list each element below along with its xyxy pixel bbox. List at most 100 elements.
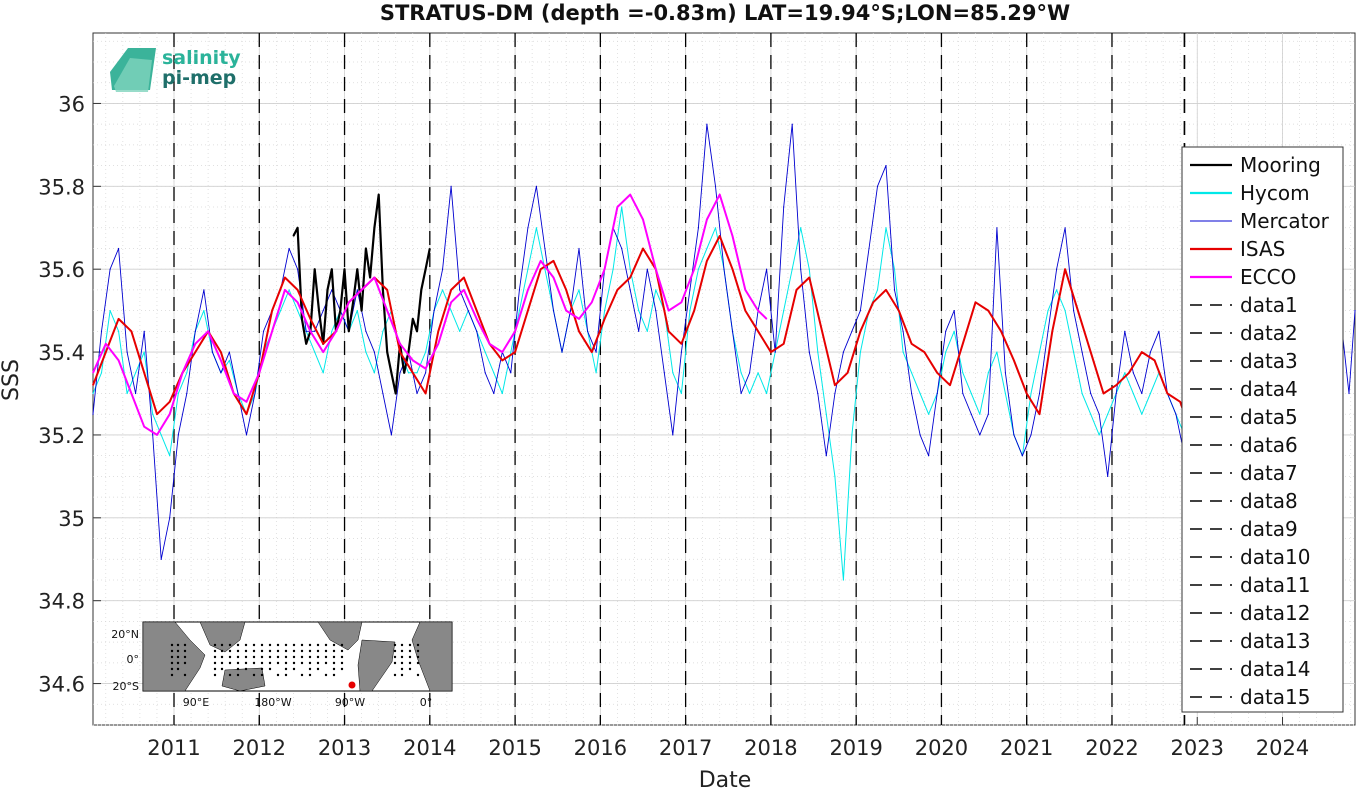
data-point (655, 289, 657, 291)
data-point (143, 426, 145, 428)
data-point (92, 384, 94, 386)
buoy-dot (183, 655, 187, 659)
data-point (616, 289, 619, 291)
data-point (211, 351, 213, 353)
legend-label: data3 (1240, 349, 1298, 373)
data-point (1026, 392, 1028, 395)
data-point (928, 413, 930, 415)
data-point (1098, 434, 1100, 436)
data-point (527, 268, 529, 270)
buoy-dot (340, 649, 344, 653)
data-point (318, 310, 320, 312)
data-point (416, 330, 418, 332)
data-point (668, 310, 670, 312)
data-point (876, 289, 879, 291)
data-point (326, 289, 329, 291)
data-point (284, 276, 286, 279)
buoy-dot (236, 655, 240, 659)
data-point (1077, 310, 1079, 312)
data-point (118, 359, 120, 361)
data-point (126, 392, 128, 395)
data-point (706, 123, 708, 125)
data-point (450, 301, 452, 303)
data-point (416, 372, 418, 374)
data-point (373, 372, 375, 374)
data-point (126, 351, 128, 353)
buoy-dot (408, 649, 412, 653)
data-point (361, 289, 363, 291)
data-point (194, 330, 196, 332)
data-point (356, 310, 358, 312)
series-lines (92, 123, 1356, 581)
buoy-dot (316, 649, 320, 653)
buoy-dot (393, 649, 397, 653)
y-tick-label: 35.6 (38, 258, 85, 282)
data-point (565, 310, 567, 312)
data-point (693, 310, 695, 312)
buoy-dot (183, 649, 187, 653)
data-point (1107, 475, 1109, 477)
data-point (203, 310, 205, 312)
data-point (731, 330, 734, 332)
buoy-dot (176, 649, 180, 653)
data-point (305, 343, 307, 345)
data-point (181, 372, 184, 374)
chart-title: STRATUS-DM (depth =-0.83m) LAT=19.94°S;L… (380, 1, 1070, 25)
data-point (203, 289, 205, 291)
data-point (604, 310, 606, 312)
data-point (1021, 455, 1024, 457)
data-point (245, 434, 248, 436)
legend-label: data14 (1240, 657, 1311, 681)
buoy-dot (292, 643, 296, 647)
data-point (143, 351, 145, 353)
buoy-dot (170, 655, 174, 659)
mooring-location-marker (348, 681, 356, 689)
buoy-dot (268, 643, 272, 647)
buoy-dot (324, 649, 328, 653)
data-point (697, 227, 700, 229)
buoy-dot (308, 643, 312, 647)
data-point (800, 227, 802, 229)
buoy-dot (284, 667, 288, 671)
data-point (425, 268, 427, 270)
buoy-dot (228, 673, 232, 677)
buoy-dot (220, 667, 224, 671)
data-point (339, 310, 341, 312)
buoy-dot (316, 667, 320, 671)
buoy-dot (324, 643, 328, 647)
data-point (587, 330, 589, 332)
data-point (403, 372, 405, 374)
buoy-dots (170, 643, 420, 677)
y-axis-label: SSS (0, 359, 24, 401)
buoy-dot (416, 643, 420, 647)
data-point (177, 392, 179, 395)
data-point (143, 330, 145, 332)
data-point (847, 372, 849, 374)
data-point (386, 310, 388, 312)
data-point (322, 351, 324, 353)
data-point (621, 247, 623, 250)
buoy-dot (332, 655, 336, 659)
data-point (953, 330, 955, 332)
legend-label: data15 (1240, 685, 1311, 709)
data-point (463, 276, 465, 279)
data-point (207, 330, 209, 332)
buoy-dot (260, 667, 264, 671)
data-point (425, 392, 427, 395)
data-point (143, 372, 145, 374)
buoy-dot (183, 661, 187, 665)
data-point (655, 310, 657, 312)
data-point (348, 330, 350, 332)
data-point (407, 372, 410, 374)
data-point (668, 330, 670, 332)
landmass (411, 621, 453, 692)
buoy-dot (228, 649, 232, 653)
data-point (595, 372, 597, 374)
series-line-ecco (92, 193, 768, 436)
data-point (484, 351, 486, 353)
data-point (689, 310, 691, 312)
data-point (663, 372, 665, 374)
buoy-dot (213, 655, 217, 659)
legend-label: Hycom (1240, 181, 1310, 205)
data-point (996, 351, 998, 353)
